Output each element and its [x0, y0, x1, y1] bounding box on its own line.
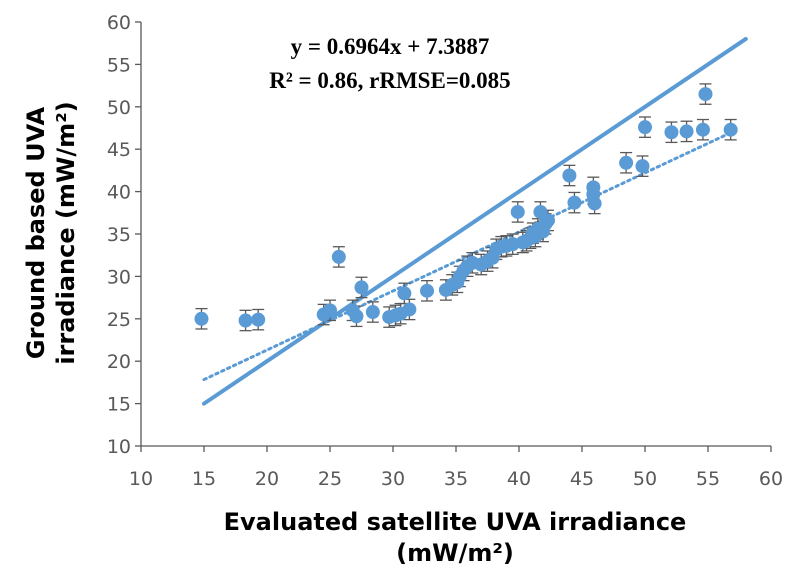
y-tick-label: 50	[107, 97, 131, 119]
data-point	[194, 311, 209, 326]
y-tick-label: 55	[107, 54, 131, 76]
y-tick-label: 35	[107, 224, 131, 246]
data-point	[397, 286, 412, 301]
data-point	[695, 122, 710, 137]
x-tick-label: 50	[633, 468, 657, 490]
data-point	[562, 168, 577, 183]
x-axis-title-line2: (mW/m²)	[396, 539, 514, 567]
data-point	[664, 125, 679, 140]
data-point	[251, 312, 266, 327]
y-axis-title-line1: Ground based UVA	[22, 106, 50, 359]
x-tick-label: 45	[570, 468, 594, 490]
data-point	[365, 305, 380, 320]
data-point	[638, 120, 652, 135]
data-point	[354, 280, 369, 295]
y-tick-label: 45	[107, 139, 131, 161]
x-tick-label: 15	[192, 468, 216, 490]
x-tick-label: 30	[381, 468, 405, 490]
data-point	[619, 155, 634, 170]
x-tick-label: 20	[255, 468, 279, 490]
y-tick-label: 25	[107, 309, 131, 331]
r-squared-annotation: R² = 0.86, rRMSE=0.085	[269, 68, 510, 93]
data-point	[679, 124, 694, 139]
data-point	[698, 87, 713, 102]
data-point	[402, 302, 417, 317]
y-tick-label: 60	[107, 12, 131, 34]
one-to-one-line	[202, 36, 748, 406]
error-bars	[195, 83, 737, 332]
x-tick-label: 55	[696, 468, 720, 490]
data-points	[194, 87, 738, 328]
x-tick-labels: 10 15 20 25 30 35 40 45 50 55 60	[129, 468, 783, 490]
x-tick-label: 25	[318, 468, 342, 490]
data-point	[723, 122, 738, 137]
y-axis-title-line2: irradiance (mW/m²)	[52, 101, 80, 364]
data-point	[331, 249, 346, 264]
x-tick-label: 10	[129, 468, 153, 490]
data-point	[567, 195, 582, 210]
data-point	[587, 196, 602, 211]
data-point	[540, 213, 555, 228]
x-tick-label: 40	[507, 468, 531, 490]
y-tick-label: 20	[107, 351, 131, 373]
data-point	[238, 313, 253, 328]
x-tick-label: 35	[444, 468, 468, 490]
data-point	[420, 283, 435, 298]
data-point	[510, 204, 525, 219]
x-axis-title-line1: Evaluated satellite UVA irradiance	[224, 508, 687, 536]
data-point	[323, 303, 337, 318]
equation-annotation: y = 0.6964x + 7.3887	[291, 34, 490, 59]
data-point	[635, 159, 650, 174]
data-point	[349, 309, 364, 324]
y-tick-label: 40	[107, 182, 131, 204]
chart-axes	[135, 21, 772, 452]
y-tick-label: 30	[107, 266, 131, 288]
y-tick-labels: 10 15 20 25 30 35 40 45 50 55 60	[107, 12, 131, 458]
fit-lines	[202, 36, 748, 406]
y-tick-label: 10	[107, 436, 131, 458]
x-tick-label: 60	[759, 468, 783, 490]
y-tick-label: 15	[107, 394, 131, 416]
